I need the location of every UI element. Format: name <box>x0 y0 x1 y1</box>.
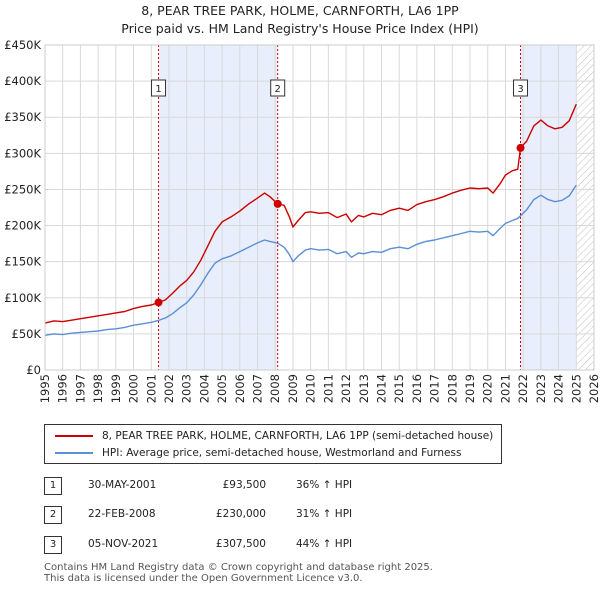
sale-price: £93,500 <box>222 479 266 491</box>
y-tick-label: £150K <box>4 255 41 269</box>
x-tick-label: 2013 <box>357 374 371 403</box>
x-tick-label: 2019 <box>463 374 477 403</box>
x-tick-label: 2010 <box>304 374 318 403</box>
sale-number-badge: 2 <box>44 506 62 524</box>
sale-label: 3 <box>517 84 523 95</box>
sale-label: 1 <box>155 84 161 95</box>
price-paid-line <box>44 103 577 324</box>
x-tick-label: 2024 <box>552 374 566 403</box>
x-tick-label: 2025 <box>569 374 583 403</box>
x-tick-label: 1995 <box>38 374 52 403</box>
x-tick-label: 1999 <box>109 374 123 403</box>
sale-hpi-change: 36% ↑ HPI <box>296 479 353 491</box>
table-row: 1 30-MAY-2001 £93,500 36% ↑ HPI <box>44 477 464 495</box>
legend-item-price-paid: 8, PEAR TREE PARK, HOLME, CARNFORTH, LA6… <box>55 428 493 444</box>
sale-label-box <box>151 79 167 97</box>
sale-price: £307,500 <box>215 538 266 550</box>
chart-title: 8, PEAR TREE PARK, HOLME, CARNFORTH, LA6… <box>141 3 459 18</box>
x-tick-label: 2009 <box>286 374 300 403</box>
plot-background <box>45 45 594 370</box>
legend: 8, PEAR TREE PARK, HOLME, CARNFORTH, LA6… <box>44 424 502 464</box>
y-tick-label: £250K <box>4 182 41 196</box>
legend-item-hpi: HPI: Average price, semi-detached house,… <box>55 445 461 461</box>
y-tick-label: £50K <box>12 327 42 341</box>
sale-hpi-change: 31% ↑ HPI <box>296 508 353 520</box>
sale-number-badge: 3 <box>44 536 62 554</box>
hpi-line <box>44 184 577 336</box>
table-row: 3 05-NOV-2021 £307,500 44% ↑ HPI <box>44 536 464 554</box>
table-row: 2 22-FEB-2008 £230,000 31% ↑ HPI <box>44 506 464 524</box>
footer-licence: This data is licensed under the Open Gov… <box>44 573 363 584</box>
x-tick-label: 2012 <box>339 374 353 403</box>
x-tick-label: 2002 <box>162 374 176 403</box>
x-tick-label: 2003 <box>180 374 194 403</box>
x-tick-label: 2018 <box>445 374 459 403</box>
x-tick-label: 2023 <box>534 374 548 403</box>
x-tick-label: 2021 <box>498 374 512 403</box>
plot-frame <box>44 44 595 371</box>
x-tick-label: 2011 <box>321 374 335 403</box>
legend-label: 8, PEAR TREE PARK, HOLME, CARNFORTH, LA6… <box>102 430 494 442</box>
y-tick-label: £0 <box>26 363 41 377</box>
x-tick-label: 2008 <box>268 374 282 403</box>
future-hatch <box>576 45 594 370</box>
sale-number-badge: 1 <box>44 477 62 495</box>
sale-hpi-change: 44% ↑ HPI <box>296 538 353 550</box>
x-tick-label: 2006 <box>233 374 247 403</box>
legend-label: HPI: Average price, semi-detached house,… <box>102 447 462 459</box>
sale-date: 22-FEB-2008 <box>88 508 156 520</box>
x-tick-label: 2000 <box>127 374 141 403</box>
legend-swatch-blue <box>55 452 93 454</box>
footer-copyright: Contains HM Land Registry data © Crown c… <box>44 562 433 573</box>
y-tick-label: £300K <box>4 146 41 160</box>
x-tick-label: 2014 <box>374 374 388 403</box>
x-tick-label: 1996 <box>56 374 70 403</box>
y-tick-label: £350K <box>4 110 41 124</box>
sale-point <box>273 199 282 208</box>
chart-title-block: 8, PEAR TREE PARK, HOLME, CARNFORTH, LA6… <box>0 2 600 38</box>
x-tick-label: 2001 <box>144 374 158 403</box>
sale-label-box <box>513 79 529 97</box>
x-tick-label: 2026 <box>587 374 600 403</box>
sale-point <box>516 143 525 152</box>
y-tick-label: £100K <box>4 291 41 305</box>
x-tick-label: 2020 <box>481 374 495 403</box>
legend-swatch-red <box>55 435 93 437</box>
x-tick-label: 1997 <box>73 374 87 403</box>
x-tick-label: 1998 <box>91 374 105 403</box>
sale-point <box>154 298 163 307</box>
y-tick-label: £400K <box>4 74 41 88</box>
sale-label-box <box>270 79 286 97</box>
footer: Contains HM Land Registry data © Crown c… <box>44 562 433 584</box>
x-tick-label: 2016 <box>410 374 424 403</box>
x-tick-label: 2004 <box>197 374 211 403</box>
price-chart: 1 2 3 £0 £50K £100K £150K £200K £250K £300K £350K… <box>4 38 600 403</box>
sale-price: £230,000 <box>215 508 266 520</box>
chart-subtitle: Price paid vs. HM Land Registry's House … <box>121 21 479 36</box>
y-tick-label: £450K <box>4 38 41 52</box>
sale-date: 30-MAY-2001 <box>88 479 157 491</box>
x-tick-label: 2007 <box>251 374 265 403</box>
sale-date: 05-NOV-2021 <box>88 538 159 550</box>
sale-label: 2 <box>275 84 281 95</box>
ownership-shade <box>158 45 278 370</box>
y-tick-label: £200K <box>4 219 41 233</box>
x-tick-label: 2015 <box>392 374 406 403</box>
x-tick-label: 2017 <box>428 374 442 403</box>
x-tick-label: 2005 <box>215 374 229 403</box>
x-tick-label: 2022 <box>516 374 530 403</box>
ownership-shade <box>520 45 577 370</box>
